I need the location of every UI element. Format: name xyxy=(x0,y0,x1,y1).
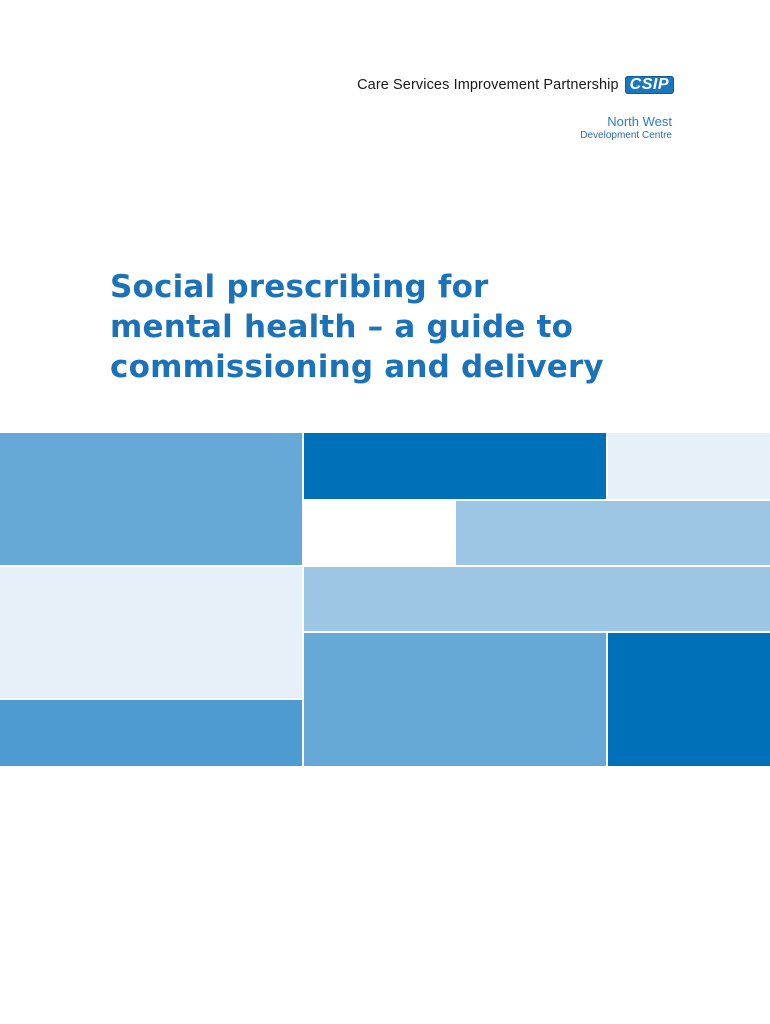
mosaic-block xyxy=(608,633,770,766)
mosaic-block xyxy=(456,501,770,565)
mosaic-block xyxy=(608,433,770,499)
mosaic-block xyxy=(304,433,606,499)
mosaic-block xyxy=(0,567,302,698)
mosaic-block xyxy=(0,433,302,565)
document-title: Social prescribing for mental health – a… xyxy=(110,267,670,387)
title-line-2: mental health – a guide to xyxy=(110,309,574,345)
mosaic-block xyxy=(304,633,606,766)
org-header: Care Services Improvement Partnership CS… xyxy=(357,76,674,94)
mosaic-block xyxy=(304,501,454,565)
centre-name: Development Centre xyxy=(580,130,672,141)
org-name: Care Services Improvement Partnership xyxy=(357,77,619,93)
decorative-mosaic xyxy=(0,433,770,766)
mosaic-block xyxy=(0,700,302,766)
region-name: North West xyxy=(607,114,672,129)
title-line-1: Social prescribing for xyxy=(110,269,489,305)
mosaic-block xyxy=(304,567,770,631)
title-line-3: commissioning and delivery xyxy=(110,349,604,385)
csip-logo: CSIP xyxy=(624,76,674,94)
